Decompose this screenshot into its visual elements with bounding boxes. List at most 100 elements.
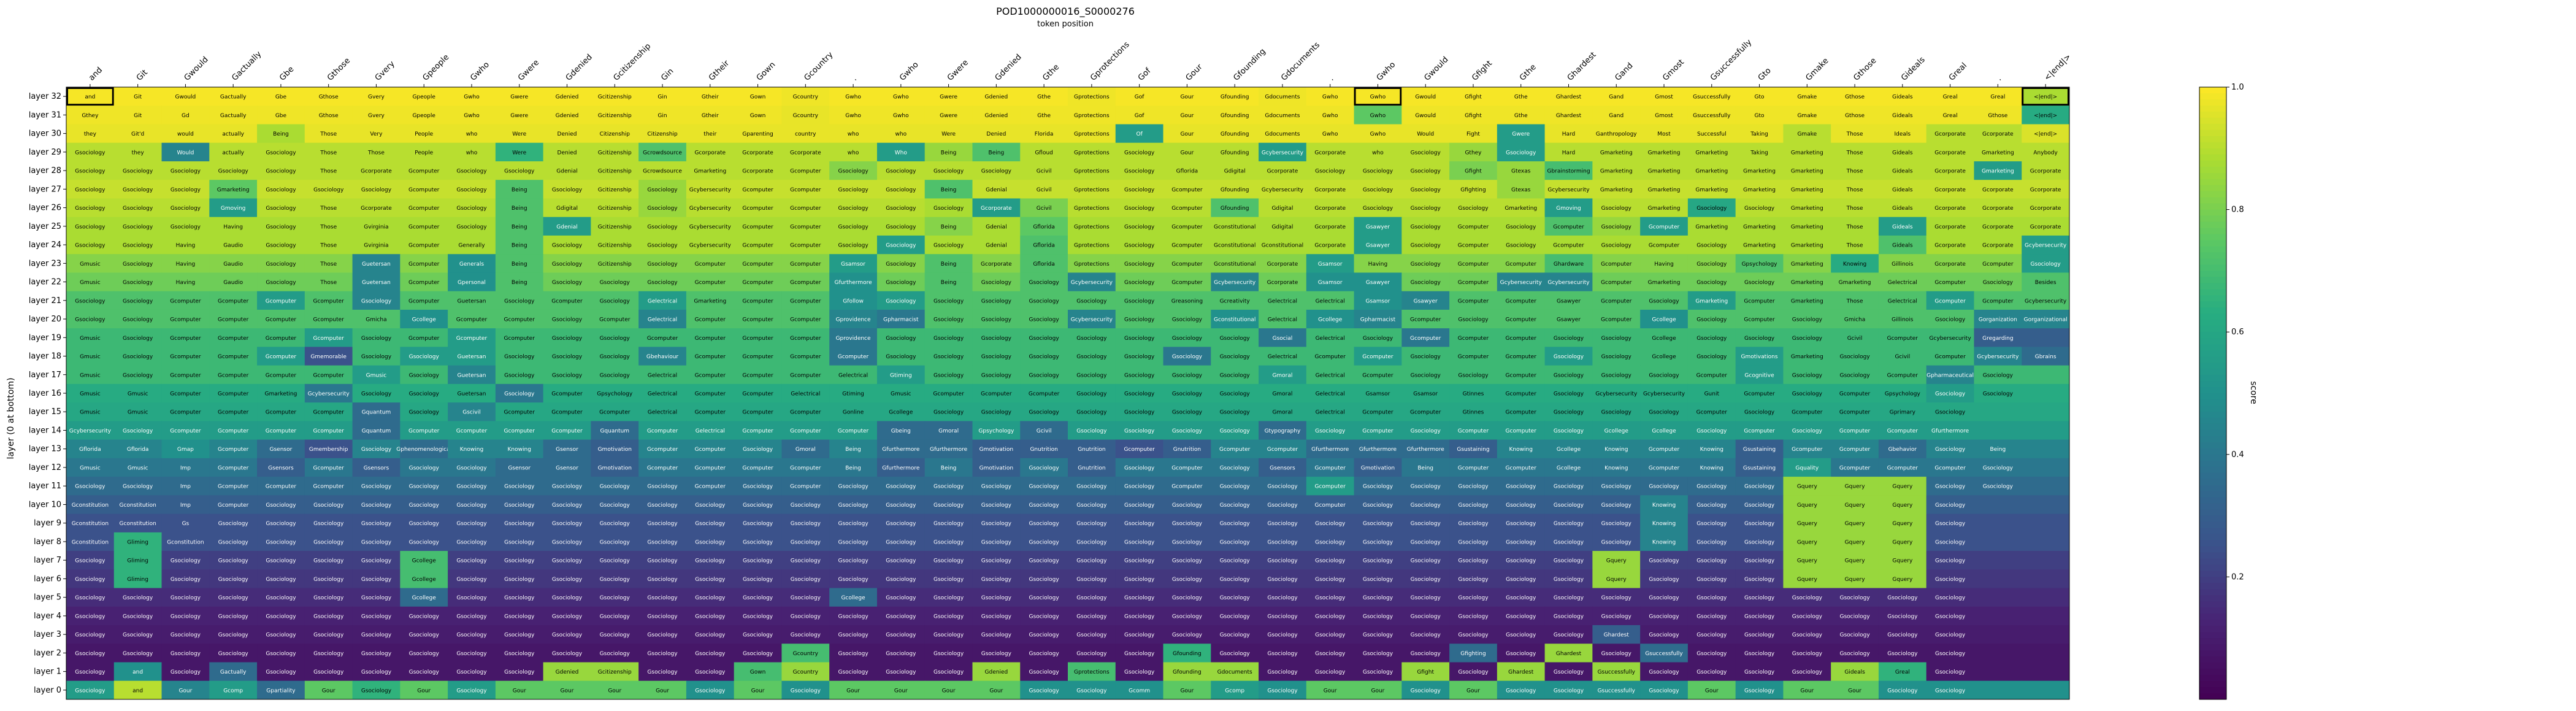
- heatmap-cell: [734, 421, 782, 440]
- cell-label: Gbehavior: [1888, 447, 1917, 453]
- x-tick-label: Gdenied: [994, 53, 1024, 83]
- heatmap-cell: [352, 217, 401, 236]
- cell-label: Gsociology: [1124, 577, 1155, 583]
- cell-label: Gmoral: [1272, 372, 1292, 379]
- cell-label: Gsociology: [1696, 428, 1727, 434]
- cell-label: Gsociology: [743, 613, 773, 620]
- heatmap-cell: [1449, 161, 1498, 180]
- cell-label: Gcomputer: [790, 372, 821, 379]
- heatmap-cell: [876, 421, 926, 440]
- cell-label: Gmarketing: [1695, 187, 1728, 193]
- heatmap-cell: [2022, 235, 2070, 255]
- heatmap-cell: [1974, 680, 2022, 700]
- cell-label: Gsociology: [743, 502, 773, 509]
- cell-label: Gsociology: [266, 206, 296, 212]
- cell-label: Gsociology: [1839, 613, 1870, 620]
- heatmap-cell: [638, 87, 687, 106]
- cell-label: Gsociology: [1076, 577, 1107, 583]
- heatmap-cell: [2022, 309, 2070, 329]
- cell-label: Gliming: [127, 577, 148, 583]
- heatmap-cell: [113, 180, 163, 199]
- heatmap-cell: [1211, 180, 1259, 199]
- cell-label: Gsociology: [933, 502, 964, 509]
- cell-label: Gdocuments: [1265, 94, 1300, 101]
- heatmap-cell: [829, 198, 878, 218]
- cell-label: Gsociology: [1076, 410, 1107, 416]
- cell-label: Having: [1654, 261, 1674, 267]
- cell-label: Gsociology: [75, 651, 105, 657]
- heatmap-cell: [1735, 106, 1784, 125]
- y-tick-label: layer 10: [29, 500, 61, 509]
- heatmap-cell: [448, 347, 496, 366]
- cell-label: Gdenied: [985, 94, 1008, 101]
- heatmap-cell: [352, 124, 401, 144]
- cell-label: Gtinnes: [1463, 391, 1484, 398]
- cell-label: Gwere: [940, 94, 957, 101]
- cell-label: Gcomputer: [456, 317, 488, 323]
- cell-label: Gcomputer: [1458, 428, 1489, 434]
- cell-label: Gsociology: [456, 669, 487, 675]
- heatmap-cell: [638, 217, 687, 236]
- cell-label: Gsociology: [791, 577, 821, 583]
- cell-label: Taking: [1750, 150, 1768, 156]
- cell-label: Gsociology: [1601, 613, 1632, 620]
- cell-label: Gdenial: [986, 224, 1006, 230]
- cell-label: Gsociology: [1601, 595, 1632, 601]
- cell-label: Gcomputer: [504, 336, 535, 342]
- cell-label: Gcomputer: [1506, 410, 1537, 416]
- x-tick-label: Greal: [1947, 61, 1969, 83]
- cell-label: Gsociology: [695, 521, 726, 527]
- colorbar-segment: [2199, 675, 2226, 682]
- heatmap-cell: [1449, 328, 1498, 347]
- cell-label: Gsociology: [886, 651, 916, 657]
- colorbar-segment: [2199, 693, 2226, 700]
- heatmap-cell: [781, 309, 830, 329]
- cell-label: Gand: [1609, 113, 1623, 119]
- heatmap-cell: [257, 87, 305, 106]
- heatmap-cell: [400, 217, 448, 236]
- heatmap-cell: [448, 291, 496, 310]
- cell-label: Gand: [1609, 94, 1623, 101]
- heatmap-cell: [1497, 87, 1546, 106]
- colorbar-segment: [2199, 448, 2226, 455]
- cell-label: Gcomputer: [551, 298, 583, 304]
- cell-label: Gsociology: [1124, 595, 1155, 601]
- cell-label: Gsociology: [123, 354, 153, 360]
- heatmap-cell: [829, 254, 878, 273]
- cell-label: Gcitizenship: [598, 94, 632, 101]
- heatmap-cell: [2022, 347, 2070, 366]
- heatmap-cell: [161, 180, 210, 199]
- heatmap-cell: [1926, 328, 1974, 347]
- cell-label: Gcorporate: [1314, 187, 1346, 193]
- cell-label: Gd: [182, 113, 190, 119]
- heatmap-cell: [495, 87, 544, 106]
- cell-label: Gsociology: [1506, 558, 1536, 564]
- cell-label: Gcorporate: [361, 169, 392, 175]
- heatmap-cell: [1211, 198, 1259, 218]
- heatmap-cell: [1068, 309, 1116, 329]
- y-tick-label: layer 0: [34, 686, 61, 695]
- colorbar-segment: [2199, 540, 2226, 547]
- cell-label: Gsociology: [1315, 577, 1346, 583]
- cell-label: Gvery: [368, 113, 385, 119]
- x-tick-label: .: [850, 74, 859, 83]
- cell-label: Gsociology: [1124, 298, 1155, 304]
- heatmap-cell: [686, 421, 735, 440]
- cell-label: Gsawyer: [1366, 280, 1390, 286]
- heatmap-cell: [257, 383, 305, 403]
- cell-label: Gcomputer: [1887, 372, 1919, 379]
- colorbar-segment: [2199, 571, 2226, 577]
- cell-label: Gsociology: [838, 169, 868, 175]
- cell-label: Gcomputer: [1171, 187, 1203, 193]
- cell-label: Gcorporate: [1314, 206, 1346, 212]
- heatmap-cell: [448, 235, 496, 255]
- heatmap-cell: [304, 124, 353, 144]
- x-tick-label: Ghardest: [1566, 50, 1598, 83]
- cell-label: Gcitizenship: [598, 669, 632, 675]
- cell-label: Gsociology: [552, 558, 583, 564]
- cell-label: Gbrainstorming: [1547, 169, 1590, 175]
- heatmap-cell: [1354, 347, 1402, 366]
- cell-label: Gmusic: [80, 372, 101, 379]
- heatmap-cell: [257, 180, 305, 199]
- cell-label: Gelectrical: [648, 298, 677, 304]
